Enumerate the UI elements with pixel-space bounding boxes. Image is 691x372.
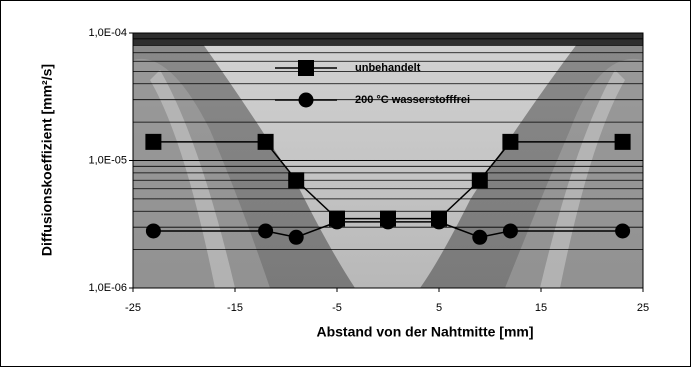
marker [380, 214, 396, 230]
micrograph-background [133, 33, 643, 289]
marker [502, 223, 518, 239]
marker [288, 229, 304, 245]
y-axis-label: Diffusionskoeffizient [mm²/s] [39, 64, 55, 256]
x-axis-label: Abstand von der Nahtmitte [mm] [316, 324, 533, 340]
marker [145, 133, 162, 150]
legend-label: 200 °C wasserstofffrei [355, 94, 470, 106]
x-tick-label: 5 [436, 302, 442, 314]
marker [471, 172, 488, 189]
marker [472, 229, 488, 245]
marker [145, 223, 161, 239]
y-tick-label: 1,0E-06 [88, 282, 127, 294]
y-tick-label: 1,0E-05 [88, 154, 127, 166]
marker [614, 133, 631, 150]
x-tick-label: 15 [535, 302, 547, 314]
legend-label: unbehandelt [355, 62, 421, 74]
marker [431, 214, 447, 230]
marker [615, 223, 631, 239]
x-tick-label: -5 [332, 302, 342, 314]
marker [298, 92, 314, 108]
y-tick-label: 1,0E-04 [88, 27, 127, 39]
marker [502, 133, 519, 150]
marker [298, 60, 314, 76]
x-tick-label: -25 [125, 302, 141, 314]
marker [329, 214, 345, 230]
x-tick-label: -15 [227, 302, 243, 314]
marker [257, 133, 274, 150]
grid [133, 32, 643, 289]
x-tick-label: 25 [637, 302, 649, 314]
marker [258, 223, 274, 239]
marker [288, 172, 305, 189]
